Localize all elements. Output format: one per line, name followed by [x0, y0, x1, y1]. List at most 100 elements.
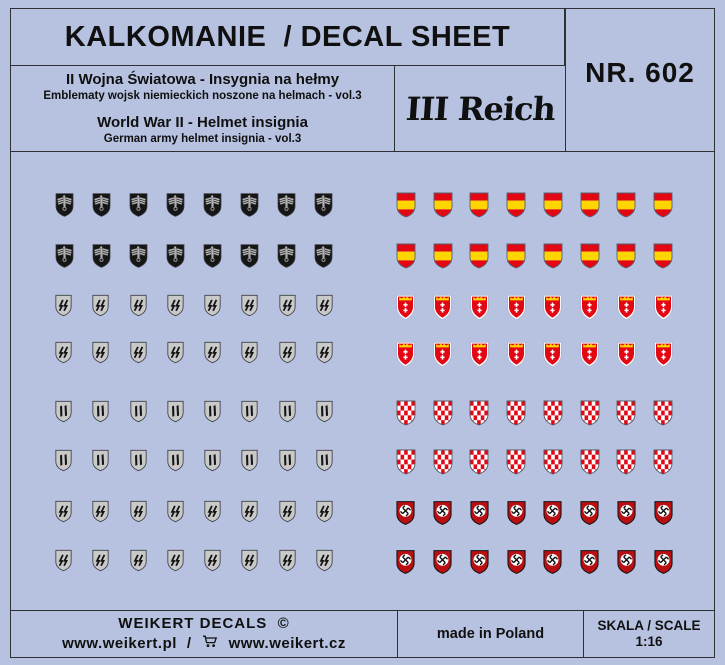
ss-runes-shield-decal	[279, 500, 296, 523]
double-bar-shield-decal	[241, 449, 258, 472]
ss-runes-shield-decal	[241, 549, 258, 572]
croatian-checkerboard-shield-decal	[396, 400, 416, 426]
ss-runes-shield-decal	[316, 294, 333, 317]
danzig-arms-shield-decal	[396, 341, 415, 368]
croatian-checkerboard-shield-decal	[653, 449, 673, 475]
ss-runes-shield-decal	[92, 500, 109, 523]
danzig-arms-shield-decal	[617, 294, 636, 321]
wehrmacht-eagle-shield-decal	[277, 192, 296, 218]
ss-runes-shield-decal	[167, 549, 184, 572]
subtitle-english-small: German army helmet insignia - vol.3	[103, 133, 302, 145]
footer-brand-cell: WEIKERT DECALS © www.weikert.pl / www.we…	[11, 610, 398, 657]
subtitle-polish: II Wojna Światowa - Insygnia na hełmy	[65, 71, 340, 88]
spanish-flag-shield-decal	[433, 243, 453, 269]
spanish-flag-shield-decal	[396, 192, 416, 218]
wehrmacht-eagle-shield-decal	[314, 243, 333, 269]
ss-runes-shield-decal	[129, 549, 147, 572]
left-decal-row	[55, 192, 333, 218]
croatian-checkerboard-shield-decal	[506, 449, 526, 475]
double-bar-shield-decal	[129, 449, 147, 472]
danzig-arms-shield-decal	[506, 294, 526, 321]
right-decal-row	[396, 243, 673, 269]
website-line: www.weikert.pl / www.weikert.cz	[62, 635, 346, 652]
ss-runes-shield-decal	[92, 549, 109, 572]
danzig-arms-shield-decal	[470, 341, 489, 368]
ss-runes-shield-decal	[279, 341, 296, 364]
sheet-border: KALKOMANIE / DECAL SHEET II Wojna Świato…	[10, 8, 715, 658]
wehrmacht-eagle-shield-decal	[92, 243, 111, 269]
ss-runes-shield-decal	[241, 500, 258, 523]
left-decal-row	[55, 449, 333, 472]
ss-runes-shield-decal	[204, 294, 221, 317]
origin-label: made in Poland	[436, 625, 545, 642]
left-decal-row	[55, 294, 333, 317]
ss-runes-shield-decal	[92, 341, 109, 364]
danzig-arms-shield-decal	[543, 341, 562, 368]
croatian-checkerboard-shield-decal	[543, 449, 563, 475]
ss-runes-shield-decal	[204, 341, 221, 364]
double-bar-shield-decal	[129, 400, 147, 423]
spanish-flag-shield-decal	[580, 243, 600, 269]
party-insignia-shield-decal	[543, 549, 562, 575]
double-bar-shield-decal	[55, 449, 72, 472]
party-insignia-shield-decal	[617, 500, 636, 526]
sheet-number-cell: NR. 602	[565, 9, 714, 151]
right-decal-row	[396, 341, 673, 368]
double-bar-shield-decal	[55, 400, 72, 423]
header-divider	[11, 151, 714, 152]
ss-runes-shield-decal	[129, 294, 147, 317]
danzig-arms-shield-decal	[396, 294, 415, 321]
ss-runes-shield-decal	[55, 294, 72, 317]
scale-value: 1:16	[635, 633, 663, 649]
croatian-checkerboard-shield-decal	[580, 449, 600, 475]
double-bar-shield-decal	[204, 400, 221, 423]
wehrmacht-eagle-shield-decal	[240, 192, 259, 218]
croatian-checkerboard-shield-decal	[469, 400, 489, 426]
subtitle-english: World War II - Helmet insignia	[97, 114, 308, 131]
right-decal-row	[396, 549, 673, 575]
double-bar-shield-decal	[279, 449, 296, 472]
double-bar-shield-decal	[316, 449, 333, 472]
ss-runes-shield-decal	[55, 341, 72, 364]
wehrmacht-eagle-shield-decal	[277, 243, 296, 269]
party-insignia-shield-decal	[506, 549, 526, 575]
spanish-flag-shield-decal	[653, 243, 673, 269]
spanish-flag-shield-decal	[616, 243, 636, 269]
wehrmacht-eagle-shield-decal	[314, 192, 333, 218]
party-insignia-shield-decal	[654, 500, 673, 526]
double-bar-shield-decal	[92, 400, 109, 423]
ss-runes-shield-decal	[167, 500, 184, 523]
ss-runes-shield-decal	[129, 341, 147, 364]
left-decal-row	[55, 341, 333, 364]
danzig-arms-shield-decal	[654, 294, 673, 321]
wehrmacht-eagle-shield-decal	[55, 192, 74, 218]
right-decal-row	[396, 294, 673, 321]
croatian-checkerboard-shield-decal	[580, 400, 600, 426]
ss-runes-shield-decal	[129, 500, 147, 523]
wehrmacht-eagle-shield-decal	[166, 192, 185, 218]
wehrmacht-eagle-shield-decal	[92, 192, 111, 218]
spanish-flag-shield-decal	[506, 192, 526, 218]
ss-runes-shield-decal	[55, 500, 72, 523]
wehrmacht-eagle-shield-decal	[240, 243, 259, 269]
party-insignia-shield-decal	[654, 549, 673, 575]
sheet-subtitle-cell: II Wojna Światowa - Insygnia na hełmy Em…	[11, 66, 394, 151]
spanish-flag-shield-decal	[543, 243, 563, 269]
croatian-checkerboard-shield-decal	[543, 400, 563, 426]
wehrmacht-eagle-shield-decal	[203, 192, 222, 218]
wehrmacht-eagle-shield-decal	[166, 243, 185, 269]
footer-divider	[11, 610, 714, 611]
party-insignia-shield-decal	[580, 500, 599, 526]
wehrmacht-eagle-shield-decal	[129, 243, 148, 269]
left-decal-row	[55, 400, 333, 423]
left-decal-row	[55, 500, 333, 523]
croatian-checkerboard-shield-decal	[616, 449, 636, 475]
party-insignia-shield-decal	[580, 549, 599, 575]
party-insignia-shield-decal	[433, 500, 452, 526]
ss-runes-shield-decal	[279, 294, 296, 317]
right-decal-row	[396, 500, 673, 526]
spanish-flag-shield-decal	[616, 192, 636, 218]
sheet-title-cell: KALKOMANIE / DECAL SHEET	[11, 9, 565, 66]
scale-label: SKALA / SCALE	[597, 617, 701, 633]
